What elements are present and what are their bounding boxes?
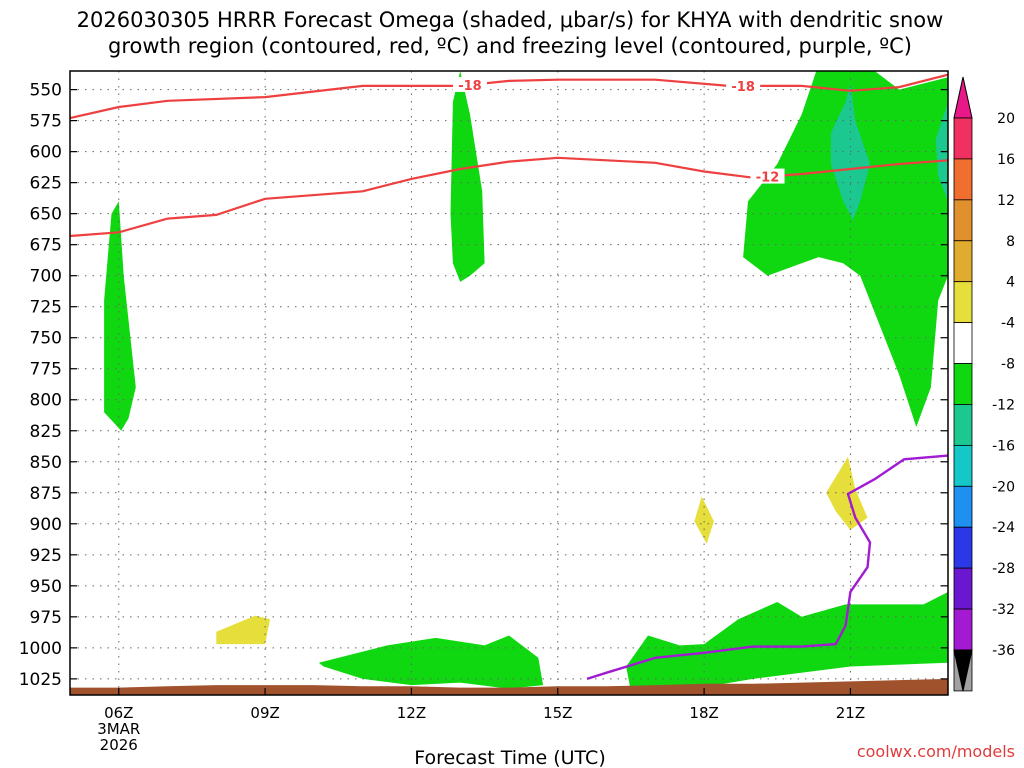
title-line-2: growth region (contoured, red, ºC) and f… [108,34,912,58]
chart-title: 2026030305 HRRR Forecast Omega (shaded, … [77,8,944,58]
contour-line-minus12 [69,156,949,238]
y-tick-label-625: 625 [30,174,62,194]
x-tick-label-12-0: 12Z [397,704,426,722]
colorbar-top-arrow [953,76,973,119]
y-tick-label-800: 800 [30,391,62,411]
colorbar-label-8: -16 [992,438,1015,454]
omega-shaded-regions [104,71,948,692]
x-tick-label-9-0: 09Z [250,704,279,722]
colorbar-label-7: -12 [992,397,1015,413]
colorbar-label-6: -8 [1001,357,1015,373]
contour-line-minus18 [69,73,949,120]
x-tick-label-15-0: 15Z [543,704,572,722]
x-tick-label-6-2: 2026 [100,736,138,754]
y-tick-label-900: 900 [30,515,62,535]
colorbar-bin-3 [953,240,973,283]
plot-frame [69,70,949,696]
colorbar-label-12: -32 [992,602,1015,618]
y-tick-label-825: 825 [30,422,62,442]
colorbar-label-2: 12 [997,193,1015,209]
colorbar-bin-4 [953,281,973,324]
colorbar-label-3: 8 [1006,234,1015,250]
terrain-band [70,678,948,695]
contour-label-0-1: -18 [731,80,755,95]
freezing-level-line [586,454,949,681]
colorbar-bin-1 [953,158,973,201]
x-axis-label: Forecast Time (UTC) [414,747,605,768]
colorbar-label-11: -28 [992,561,1015,577]
y-tick-label-775: 775 [30,360,62,380]
y-tick-label-550: 550 [30,81,62,101]
y-tick-label-650: 650 [30,205,62,225]
omega-region-7 [626,592,948,692]
colorbar-bin-0 [953,117,973,160]
colorbar-legend: 20 16 12 8 4 -4 -8 -12 -16 -20 -24 -28 -32 -36 [953,76,1015,692]
contour-label-bg-0-0 [452,76,487,92]
omega-region-8 [216,615,270,645]
y-tick-label-1000: 1000 [19,639,62,659]
y-tick-label-950: 950 [30,577,62,597]
colorbar-bin-11 [953,567,973,610]
colorbar-label-0: 20 [997,111,1015,127]
x-tick-label-6-0: 06Z [104,704,133,722]
contour-label-0-0: -18 [458,79,482,94]
omega-region-3 [743,71,948,427]
y-tick-label-725: 725 [30,298,62,318]
y-tick-label-700: 700 [30,267,62,287]
y-tick-label-850: 850 [30,453,62,473]
x-tick-label-18-0: 18Z [689,704,718,722]
credit-text: coolwx.com/models [857,742,1015,761]
y-tick-label-875: 875 [30,484,62,504]
y-tick-label-1025: 1025 [19,670,62,690]
colorbar-label-5: -4 [1001,316,1015,332]
colorbar-label-4: 4 [1006,275,1015,291]
y-tick-label-925: 925 [30,546,62,566]
y-tick-label-975: 975 [30,608,62,628]
y-axis-pressure: 550 575 600 625 650 675 700 725 750 775 800 825 850 8… [19,81,948,690]
omega-region-6 [318,635,544,689]
colorbar-bin-6 [953,363,973,405]
contour-label-bg-1-0 [750,168,785,184]
x-tick-label-21-0: 21Z [836,704,865,722]
omega-region-2 [450,71,485,282]
x-tick-label-6-1: 3MAR [97,720,140,738]
freezing-level-contour [586,454,949,681]
y-tick-label-675: 675 [30,236,62,256]
colorbar-label-1: 16 [997,152,1015,168]
colorbar-label-13: -36 [992,643,1015,659]
y-tick-label-575: 575 [30,112,62,132]
y-tick-label-750: 750 [30,329,62,349]
y-tick-label-600: 600 [30,143,62,163]
contour-label-1-0: -12 [756,171,780,186]
colorbar-label-10: -24 [992,520,1015,536]
colorbar-bin-2 [953,199,973,242]
contour-label-bg-0-1 [726,77,761,93]
colorbar-bottom-arrow [953,649,973,692]
omega-region-9 [694,496,714,544]
terrain-layer [70,678,948,695]
title-line-1: 2026030305 HRRR Forecast Omega (shaded, … [77,8,944,32]
colorbar-label-9: -20 [992,479,1015,495]
temperature-contours: -18 -18 -12 [69,73,949,238]
colorbar-bin-12 [953,608,973,651]
colorbar-bin-7 [953,404,973,446]
colorbar-bin-9 [953,485,973,528]
colorbar-bin-10 [953,526,973,569]
omega-region-1 [104,201,136,431]
colorbar-bin-8 [953,444,973,487]
colorbar-bin-5 [953,322,973,364]
